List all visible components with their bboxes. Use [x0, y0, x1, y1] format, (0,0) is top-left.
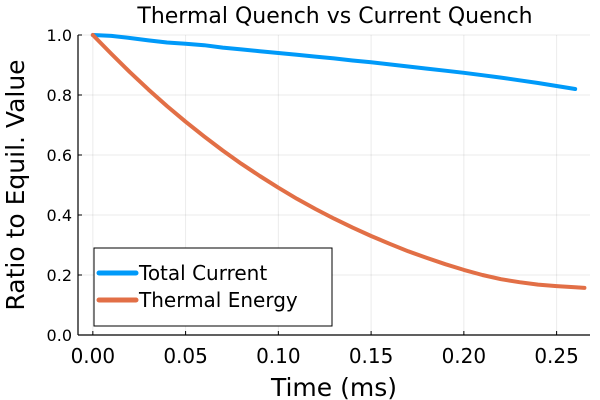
x-tick-label-1: 0.05 — [163, 344, 208, 368]
legend-label-total-current: Total Current — [138, 261, 267, 285]
x-tick-label-2: 0.10 — [256, 344, 301, 368]
axes — [77, 34, 590, 336]
legend-box — [93, 247, 333, 327]
series-line-total-current — [90, 33, 578, 91]
x-tick-label-4: 0.20 — [442, 344, 487, 368]
y-tick-label-4: 0.8 — [47, 86, 72, 105]
x-tick-label-3: 0.15 — [349, 344, 394, 368]
x-tick-label-0: 0.00 — [71, 344, 116, 368]
series-line-thermal-energy — [90, 33, 587, 290]
x-axis-label: Time (ms) — [270, 373, 397, 400]
tick-labels: 0.00 0.05 0.10 0.15 0.20 0.25 0.0 0.2 0.4 0.6 0.8 1… — [47, 26, 579, 368]
x-tick-label-5: 0.25 — [534, 344, 579, 368]
y-tick-label-2: 0.4 — [47, 206, 72, 225]
y-tick-label-0: 0.0 — [47, 326, 72, 345]
series-layer — [90, 33, 587, 290]
y-axis-label: Ratio to Equil. Value — [1, 59, 30, 310]
legend: Total Current Thermal Energy — [93, 247, 333, 327]
chart-title: Thermal Quench vs Current Quench — [136, 4, 532, 29]
legend-label-thermal-energy: Thermal Energy — [138, 288, 298, 312]
y-tick-label-1: 0.2 — [47, 266, 72, 285]
y-tick-label-3: 0.6 — [47, 146, 72, 165]
y-tick-label-5: 1.0 — [47, 26, 72, 45]
